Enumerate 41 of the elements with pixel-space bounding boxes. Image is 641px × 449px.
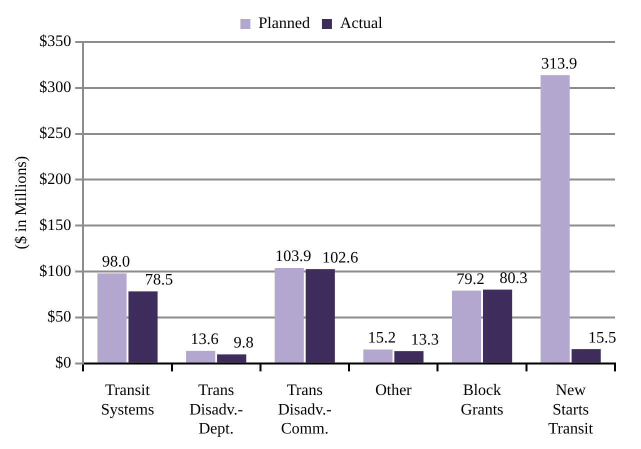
bar bbox=[128, 291, 158, 362]
bar bbox=[452, 290, 482, 362]
data-label: 15.2 bbox=[368, 330, 396, 347]
data-label: 13.3 bbox=[410, 331, 439, 348]
data-label: 313.9 bbox=[541, 55, 578, 72]
y-tick-label: $150 bbox=[39, 216, 72, 234]
bar bbox=[482, 290, 512, 362]
data-label: 78.5 bbox=[145, 272, 174, 289]
y-tick-label: $200 bbox=[39, 170, 72, 188]
bar bbox=[306, 269, 335, 362]
data-label: 13.6 bbox=[190, 331, 219, 348]
y-axis-title: ($ in Millions) bbox=[12, 156, 30, 250]
bar bbox=[97, 273, 127, 362]
legend-label: Planned bbox=[258, 15, 310, 32]
x-tick-label: Other bbox=[375, 382, 412, 400]
y-tick-label: $50 bbox=[47, 308, 72, 326]
x-tick-label: Trans Disadv.- Comm. bbox=[278, 382, 332, 438]
y-tick-label: $250 bbox=[39, 125, 72, 142]
y-tick-label: $0 bbox=[55, 354, 72, 372]
data-label: 15.5 bbox=[588, 329, 616, 346]
legend-label: Actual bbox=[340, 15, 384, 32]
data-label: 103.9 bbox=[275, 248, 312, 266]
bar bbox=[394, 351, 424, 362]
bar bbox=[186, 350, 216, 362]
data-label: 9.8 bbox=[234, 334, 254, 352]
data-label: 79.2 bbox=[456, 270, 485, 288]
data-label: 102.6 bbox=[322, 249, 358, 266]
x-tick-label: Transit Systems bbox=[100, 382, 154, 418]
bar bbox=[274, 268, 304, 362]
x-tick-label: Block Grants bbox=[460, 382, 504, 418]
x-tick-label: New Starts Transit bbox=[548, 382, 594, 438]
bar bbox=[572, 349, 601, 362]
bar bbox=[540, 75, 570, 362]
x-tick-label: Trans Disadv.- Dept. bbox=[189, 382, 243, 438]
y-tick-label: $300 bbox=[39, 79, 72, 96]
y-tick-label: $350 bbox=[39, 33, 72, 50]
y-tick-label: $100 bbox=[39, 262, 72, 280]
data-label: 80.3 bbox=[500, 270, 528, 287]
data-label: 98.0 bbox=[102, 254, 130, 271]
bar bbox=[363, 349, 392, 362]
bar bbox=[217, 354, 246, 362]
